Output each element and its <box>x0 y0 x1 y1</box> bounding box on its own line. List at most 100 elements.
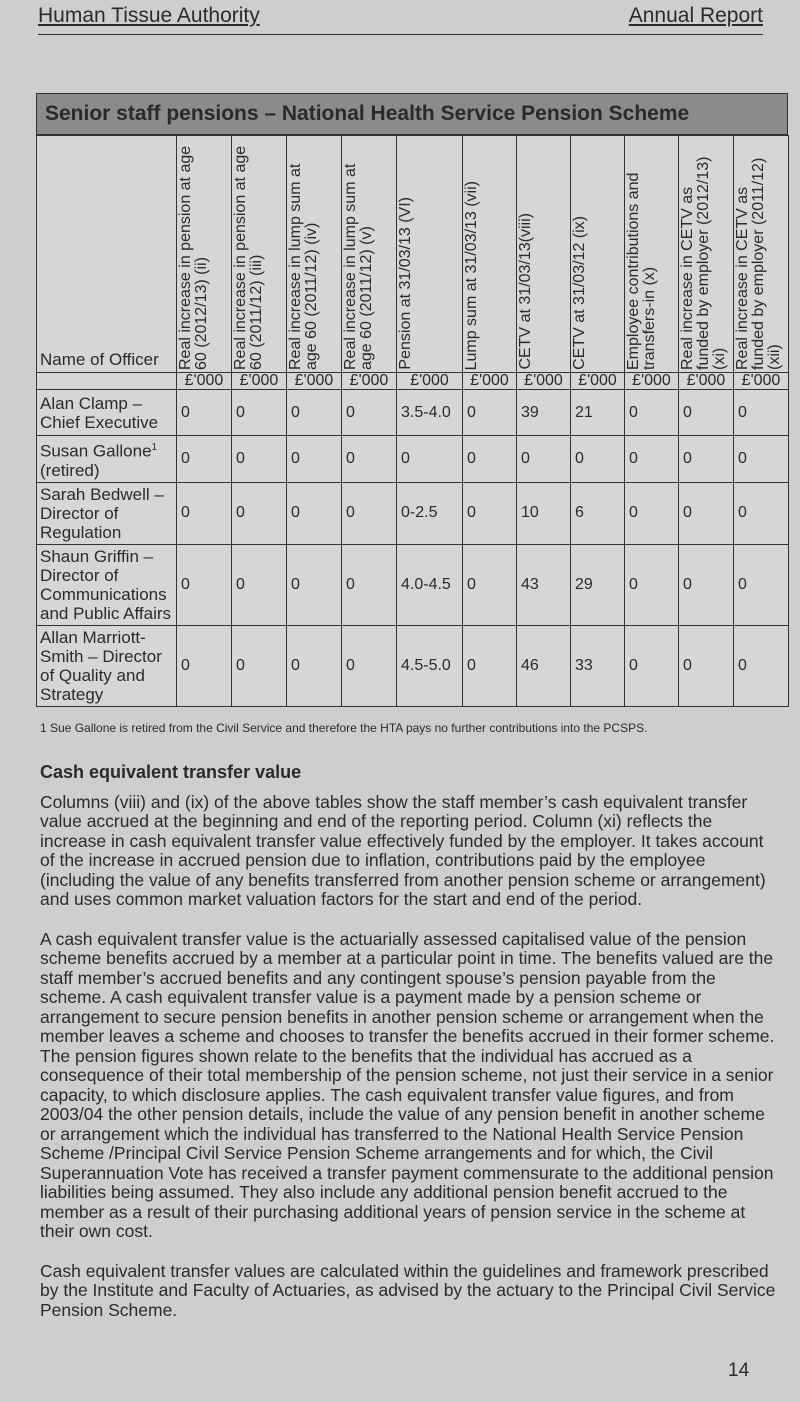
pensions-table: Name of Officer Real increase in pension… <box>36 135 789 707</box>
value-cell: 0 <box>231 624 287 707</box>
value-cell: 0 <box>286 389 342 436</box>
table-row: Alan Clamp – Chief Executive 0 0 0 0 3.5-4.0 0… <box>36 389 789 436</box>
page-header: Human Tissue Authority Annual Report <box>38 4 763 35</box>
value-cell: 0 <box>286 481 342 545</box>
units-cell: £'000 <box>176 372 232 390</box>
table-row: Shaun Griffin – Director of Communicatio… <box>36 543 789 626</box>
paragraph: Columns (viii) and (ix) of the above tab… <box>40 791 766 910</box>
value-cell: 0 <box>231 543 287 626</box>
value-cell: 0 <box>341 389 397 436</box>
value-cell: 39 <box>516 389 571 436</box>
value-cell: 0 <box>286 543 342 626</box>
value-cell: 0 <box>231 481 287 545</box>
column-header: CETV at 31/03/12 (ix) <box>570 135 625 373</box>
table-title: Senior staff pensions – National Health … <box>36 93 788 135</box>
officer-name: Shaun Griffin – Director of Communicatio… <box>36 543 177 626</box>
value-cell: 21 <box>570 389 625 436</box>
value-cell: 0 <box>176 624 232 707</box>
value-cell: 3.5-4.0 <box>396 389 463 436</box>
header-report-title: Annual Report <box>628 4 763 27</box>
units-cell: £'000 <box>231 372 287 390</box>
value-cell: 0 <box>286 435 342 483</box>
value-cell: 0 <box>341 481 397 545</box>
value-cell: 0 <box>624 389 679 436</box>
value-cell: 0 <box>231 435 287 483</box>
value-cell: 0 <box>733 543 789 626</box>
officer-name: Alan Clamp – Chief Executive <box>36 389 177 436</box>
value-cell: 0 <box>570 435 625 483</box>
units-cell <box>36 372 177 390</box>
value-cell: 0 <box>733 481 789 545</box>
value-cell: 6 <box>570 481 625 545</box>
value-cell: 0 <box>231 389 287 436</box>
value-cell: 0 <box>396 435 463 483</box>
value-cell: 4.5-5.0 <box>396 624 463 707</box>
paragraph: A cash equivalent transfer value is the … <box>40 928 775 1242</box>
paragraph: Cash equivalent transfer values are calc… <box>40 1260 776 1320</box>
value-cell: 0 <box>286 624 342 707</box>
value-cell: 0 <box>624 543 679 626</box>
units-cell: £'000 <box>462 372 517 390</box>
table-footnote: 1 Sue Gallone is retired from the Civil … <box>40 720 648 735</box>
value-cell: 43 <box>516 543 571 626</box>
value-cell: 0 <box>341 435 397 483</box>
value-cell: 0 <box>176 543 232 626</box>
column-header: Real increase in lump sum at age 60 (201… <box>286 135 342 373</box>
units-row: £'000 £'000 £'000 £'000 £'000 £'000 £'00… <box>36 372 789 390</box>
column-header: Lump sum at 31/03/13 (vii) <box>462 135 517 373</box>
value-cell: 0 <box>462 435 517 483</box>
officer-name: Sarah Bedwell – Director of Regulation <box>36 481 177 545</box>
value-cell: 0 <box>678 435 734 483</box>
page-number: 14 <box>728 1360 750 1382</box>
column-header: Real increase in CETV as funded by emplo… <box>733 135 789 373</box>
value-cell: 0 <box>341 624 397 707</box>
officer-name: Susan Gallone1 (retired) <box>36 435 177 483</box>
value-cell: 0 <box>624 435 679 483</box>
officer-name: Allan Marriott-Smith – Director of Quali… <box>36 624 177 707</box>
value-cell: 29 <box>570 543 625 626</box>
units-cell: £'000 <box>286 372 342 390</box>
header-organisation: Human Tissue Authority <box>38 4 260 27</box>
value-cell: 0 <box>678 543 734 626</box>
value-cell: 0 <box>341 543 397 626</box>
units-cell: £'000 <box>570 372 625 390</box>
value-cell: 0 <box>733 624 789 707</box>
value-cell: 0 <box>176 481 232 545</box>
value-cell: 0 <box>733 435 789 483</box>
column-header: Name of Officer <box>36 135 177 373</box>
value-cell: 0 <box>516 435 571 483</box>
column-header: Real increase in pension at age 60 (2012… <box>176 135 232 373</box>
value-cell: 0 <box>462 543 517 626</box>
column-header: Employee contributions and transfers-in … <box>624 135 679 373</box>
value-cell: 0 <box>733 389 789 436</box>
column-header: Real increase in CETV as funded by emplo… <box>678 135 734 373</box>
value-cell: 0 <box>462 624 517 707</box>
value-cell: 0 <box>678 624 734 707</box>
column-header-row: Name of Officer Real increase in pension… <box>36 135 789 373</box>
units-cell: £'000 <box>516 372 571 390</box>
table-row: Susan Gallone1 (retired) 0 0 0 0 0 0 0 0 0 0 0 <box>36 435 789 483</box>
value-cell: 0 <box>624 481 679 545</box>
units-cell: £'000 <box>624 372 679 390</box>
table-row: Allan Marriott-Smith – Director of Quali… <box>36 624 789 707</box>
value-cell: 0 <box>462 389 517 436</box>
value-cell: 0 <box>176 435 232 483</box>
value-cell: 0 <box>678 389 734 436</box>
column-header: CETV at 31/03/13(viii) <box>516 135 571 373</box>
table-row: Sarah Bedwell – Director of Regulation 0 0… <box>36 481 789 545</box>
section-title: Cash equivalent transfer value <box>40 761 302 782</box>
value-cell: 46 <box>516 624 571 707</box>
units-cell: £'000 <box>341 372 397 390</box>
value-cell: 0-2.5 <box>396 481 463 545</box>
value-cell: 0 <box>176 389 232 436</box>
pensions-table-container: Senior staff pensions – National Health … <box>36 93 789 707</box>
value-cell: 10 <box>516 481 571 545</box>
footnote-marker: 1 <box>151 442 158 453</box>
value-cell: 0 <box>678 481 734 545</box>
column-header: Real increase in lump sum at age 60 (201… <box>341 135 397 373</box>
units-cell: £'000 <box>678 372 734 390</box>
value-cell: 33 <box>570 624 625 707</box>
column-header: Pension at 31/03/13 (VI) <box>396 135 463 373</box>
value-cell: 0 <box>462 481 517 545</box>
